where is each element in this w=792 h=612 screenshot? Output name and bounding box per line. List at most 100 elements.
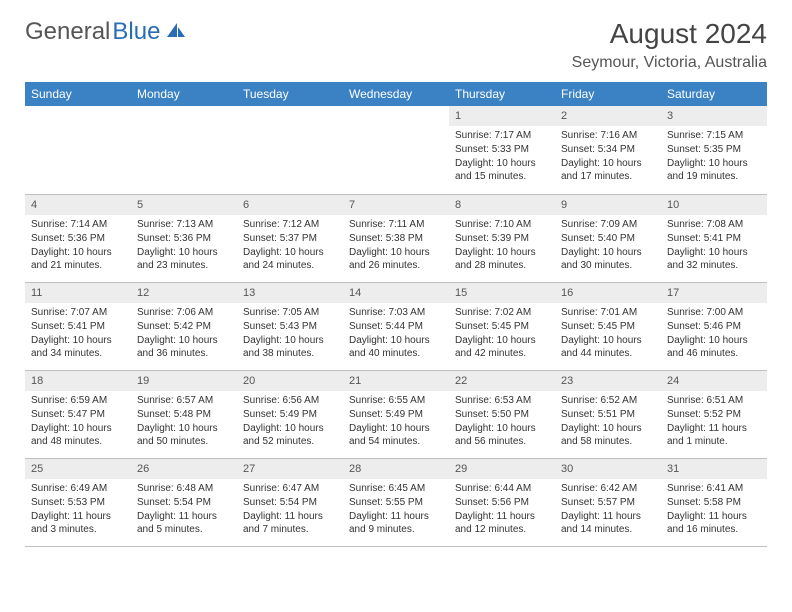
calendar-cell: 21Sunrise: 6:55 AMSunset: 5:49 PMDayligh… bbox=[343, 370, 449, 458]
day-number: 28 bbox=[343, 459, 449, 479]
calendar-cell: 18Sunrise: 6:59 AMSunset: 5:47 PMDayligh… bbox=[25, 370, 131, 458]
sunrise-text: Sunrise: 6:42 AM bbox=[561, 482, 655, 495]
weekday-header: Tuesday bbox=[237, 82, 343, 106]
weekday-header: Wednesday bbox=[343, 82, 449, 106]
calendar-cell: 10Sunrise: 7:08 AMSunset: 5:41 PMDayligh… bbox=[661, 194, 767, 282]
sunrise-text: Sunrise: 6:56 AM bbox=[243, 394, 337, 407]
day-number: 22 bbox=[449, 371, 555, 391]
calendar-cell: 12Sunrise: 7:06 AMSunset: 5:42 PMDayligh… bbox=[131, 282, 237, 370]
day-info: Sunrise: 6:49 AMSunset: 5:53 PMDaylight:… bbox=[25, 479, 131, 543]
day-number: 30 bbox=[555, 459, 661, 479]
calendar-cell: 4Sunrise: 7:14 AMSunset: 5:36 PMDaylight… bbox=[25, 194, 131, 282]
daylight-text: Daylight: 10 hours and 52 minutes. bbox=[243, 422, 337, 448]
sunrise-text: Sunrise: 7:08 AM bbox=[667, 218, 761, 231]
calendar-cell: 31Sunrise: 6:41 AMSunset: 5:58 PMDayligh… bbox=[661, 458, 767, 546]
sunrise-text: Sunrise: 7:11 AM bbox=[349, 218, 443, 231]
day-info: Sunrise: 6:59 AMSunset: 5:47 PMDaylight:… bbox=[25, 391, 131, 455]
day-info: Sunrise: 6:48 AMSunset: 5:54 PMDaylight:… bbox=[131, 479, 237, 543]
sunrise-text: Sunrise: 6:41 AM bbox=[667, 482, 761, 495]
day-number: 11 bbox=[25, 283, 131, 303]
calendar-cell: 20Sunrise: 6:56 AMSunset: 5:49 PMDayligh… bbox=[237, 370, 343, 458]
month-title: August 2024 bbox=[572, 18, 767, 50]
sunrise-text: Sunrise: 7:05 AM bbox=[243, 306, 337, 319]
calendar-cell bbox=[25, 106, 131, 194]
day-info: Sunrise: 6:47 AMSunset: 5:54 PMDaylight:… bbox=[237, 479, 343, 543]
day-info: Sunrise: 7:15 AMSunset: 5:35 PMDaylight:… bbox=[661, 126, 767, 190]
daylight-text: Daylight: 10 hours and 40 minutes. bbox=[349, 334, 443, 360]
calendar-row: 18Sunrise: 6:59 AMSunset: 5:47 PMDayligh… bbox=[25, 370, 767, 458]
weekday-header: Sunday bbox=[25, 82, 131, 106]
calendar-cell: 24Sunrise: 6:51 AMSunset: 5:52 PMDayligh… bbox=[661, 370, 767, 458]
sunrise-text: Sunrise: 7:10 AM bbox=[455, 218, 549, 231]
calendar-cell: 9Sunrise: 7:09 AMSunset: 5:40 PMDaylight… bbox=[555, 194, 661, 282]
daylight-text: Daylight: 10 hours and 54 minutes. bbox=[349, 422, 443, 448]
weekday-header: Monday bbox=[131, 82, 237, 106]
daylight-text: Daylight: 10 hours and 15 minutes. bbox=[455, 157, 549, 183]
day-info: Sunrise: 7:13 AMSunset: 5:36 PMDaylight:… bbox=[131, 215, 237, 279]
location-text: Seymour, Victoria, Australia bbox=[572, 54, 767, 72]
calendar-row: 1Sunrise: 7:17 AMSunset: 5:33 PMDaylight… bbox=[25, 106, 767, 194]
weekday-header-row: Sunday Monday Tuesday Wednesday Thursday… bbox=[25, 82, 767, 106]
logo-text-gray: General bbox=[25, 18, 110, 46]
daylight-text: Daylight: 10 hours and 21 minutes. bbox=[31, 246, 125, 272]
calendar-cell: 28Sunrise: 6:45 AMSunset: 5:55 PMDayligh… bbox=[343, 458, 449, 546]
calendar-cell: 14Sunrise: 7:03 AMSunset: 5:44 PMDayligh… bbox=[343, 282, 449, 370]
day-info: Sunrise: 6:52 AMSunset: 5:51 PMDaylight:… bbox=[555, 391, 661, 455]
daylight-text: Daylight: 11 hours and 1 minute. bbox=[667, 422, 761, 448]
sunset-text: Sunset: 5:50 PM bbox=[455, 408, 549, 421]
sunrise-text: Sunrise: 7:09 AM bbox=[561, 218, 655, 231]
calendar-row: 4Sunrise: 7:14 AMSunset: 5:36 PMDaylight… bbox=[25, 194, 767, 282]
sunset-text: Sunset: 5:36 PM bbox=[31, 232, 125, 245]
sunrise-text: Sunrise: 6:55 AM bbox=[349, 394, 443, 407]
daylight-text: Daylight: 11 hours and 9 minutes. bbox=[349, 510, 443, 536]
day-number: 2 bbox=[555, 106, 661, 126]
page-header: GeneralBlue August 2024 Seymour, Victori… bbox=[25, 18, 767, 72]
daylight-text: Daylight: 10 hours and 32 minutes. bbox=[667, 246, 761, 272]
sunset-text: Sunset: 5:43 PM bbox=[243, 320, 337, 333]
day-number: 24 bbox=[661, 371, 767, 391]
day-number: 17 bbox=[661, 283, 767, 303]
day-number: 1 bbox=[449, 106, 555, 126]
day-info: Sunrise: 7:05 AMSunset: 5:43 PMDaylight:… bbox=[237, 303, 343, 367]
daylight-text: Daylight: 10 hours and 23 minutes. bbox=[137, 246, 231, 272]
day-number: 8 bbox=[449, 195, 555, 215]
sunset-text: Sunset: 5:39 PM bbox=[455, 232, 549, 245]
day-info: Sunrise: 7:11 AMSunset: 5:38 PMDaylight:… bbox=[343, 215, 449, 279]
calendar-cell: 8Sunrise: 7:10 AMSunset: 5:39 PMDaylight… bbox=[449, 194, 555, 282]
day-number: 15 bbox=[449, 283, 555, 303]
day-number: 19 bbox=[131, 371, 237, 391]
sunrise-text: Sunrise: 6:59 AM bbox=[31, 394, 125, 407]
day-info: Sunrise: 7:12 AMSunset: 5:37 PMDaylight:… bbox=[237, 215, 343, 279]
sunset-text: Sunset: 5:54 PM bbox=[243, 496, 337, 509]
sunrise-text: Sunrise: 7:02 AM bbox=[455, 306, 549, 319]
logo-sail-icon bbox=[165, 18, 187, 46]
sunset-text: Sunset: 5:58 PM bbox=[667, 496, 761, 509]
logo-text-blue: Blue bbox=[112, 18, 160, 46]
calendar-cell: 23Sunrise: 6:52 AMSunset: 5:51 PMDayligh… bbox=[555, 370, 661, 458]
day-info: Sunrise: 6:56 AMSunset: 5:49 PMDaylight:… bbox=[237, 391, 343, 455]
day-number: 5 bbox=[131, 195, 237, 215]
day-info: Sunrise: 7:08 AMSunset: 5:41 PMDaylight:… bbox=[661, 215, 767, 279]
sunset-text: Sunset: 5:42 PM bbox=[137, 320, 231, 333]
calendar-cell: 25Sunrise: 6:49 AMSunset: 5:53 PMDayligh… bbox=[25, 458, 131, 546]
day-info: Sunrise: 7:06 AMSunset: 5:42 PMDaylight:… bbox=[131, 303, 237, 367]
sunset-text: Sunset: 5:41 PM bbox=[31, 320, 125, 333]
daylight-text: Daylight: 10 hours and 24 minutes. bbox=[243, 246, 337, 272]
calendar-cell bbox=[131, 106, 237, 194]
daylight-text: Daylight: 10 hours and 19 minutes. bbox=[667, 157, 761, 183]
calendar-cell: 19Sunrise: 6:57 AMSunset: 5:48 PMDayligh… bbox=[131, 370, 237, 458]
day-info: Sunrise: 6:44 AMSunset: 5:56 PMDaylight:… bbox=[449, 479, 555, 543]
day-number: 23 bbox=[555, 371, 661, 391]
daylight-text: Daylight: 10 hours and 56 minutes. bbox=[455, 422, 549, 448]
daylight-text: Daylight: 11 hours and 16 minutes. bbox=[667, 510, 761, 536]
daylight-text: Daylight: 10 hours and 30 minutes. bbox=[561, 246, 655, 272]
weekday-header: Thursday bbox=[449, 82, 555, 106]
calendar-cell: 17Sunrise: 7:00 AMSunset: 5:46 PMDayligh… bbox=[661, 282, 767, 370]
daylight-text: Daylight: 10 hours and 58 minutes. bbox=[561, 422, 655, 448]
calendar-cell: 29Sunrise: 6:44 AMSunset: 5:56 PMDayligh… bbox=[449, 458, 555, 546]
daylight-text: Daylight: 10 hours and 50 minutes. bbox=[137, 422, 231, 448]
sunset-text: Sunset: 5:41 PM bbox=[667, 232, 761, 245]
day-number: 21 bbox=[343, 371, 449, 391]
sunset-text: Sunset: 5:49 PM bbox=[243, 408, 337, 421]
day-number: 6 bbox=[237, 195, 343, 215]
